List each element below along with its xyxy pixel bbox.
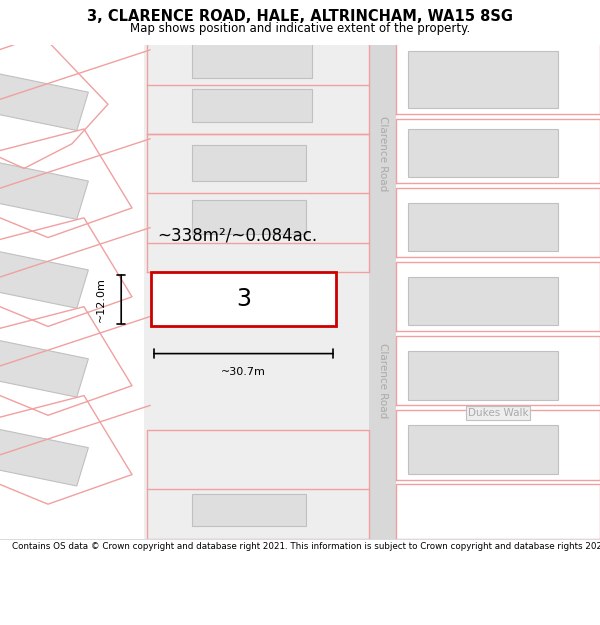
Text: Map shows position and indicative extent of the property.: Map shows position and indicative extent… bbox=[130, 22, 470, 35]
Bar bbox=[0, 162, 88, 219]
Text: Contains OS data © Crown copyright and database right 2021. This information is : Contains OS data © Crown copyright and d… bbox=[12, 542, 600, 551]
Text: 3: 3 bbox=[236, 288, 251, 311]
Bar bbox=[144, 45, 369, 539]
Bar bbox=[192, 89, 312, 121]
Bar bbox=[408, 51, 558, 108]
Bar bbox=[192, 199, 306, 234]
Text: ~12.0m: ~12.0m bbox=[96, 277, 106, 322]
Text: 3, CLARENCE ROAD, HALE, ALTRINCHAM, WA15 8SG: 3, CLARENCE ROAD, HALE, ALTRINCHAM, WA15… bbox=[87, 9, 513, 24]
Bar bbox=[408, 203, 558, 251]
Text: Clarence Road: Clarence Road bbox=[377, 343, 388, 418]
Bar bbox=[408, 129, 558, 178]
Text: ~338m²/~0.084ac.: ~338m²/~0.084ac. bbox=[157, 226, 317, 244]
Text: ~30.7m: ~30.7m bbox=[221, 368, 266, 378]
Bar bbox=[0, 339, 88, 397]
Text: Clarence Road: Clarence Road bbox=[377, 116, 388, 191]
Bar bbox=[192, 494, 306, 526]
Text: Dukes Walk: Dukes Walk bbox=[467, 408, 529, 418]
Bar bbox=[408, 351, 558, 399]
Bar bbox=[408, 425, 558, 474]
Bar bbox=[192, 145, 306, 181]
Bar bbox=[408, 277, 558, 326]
Bar bbox=[0, 429, 88, 486]
Bar bbox=[151, 272, 336, 326]
Bar bbox=[0, 73, 88, 131]
Bar bbox=[369, 45, 396, 539]
Bar bbox=[0, 251, 88, 308]
Bar bbox=[192, 42, 312, 78]
